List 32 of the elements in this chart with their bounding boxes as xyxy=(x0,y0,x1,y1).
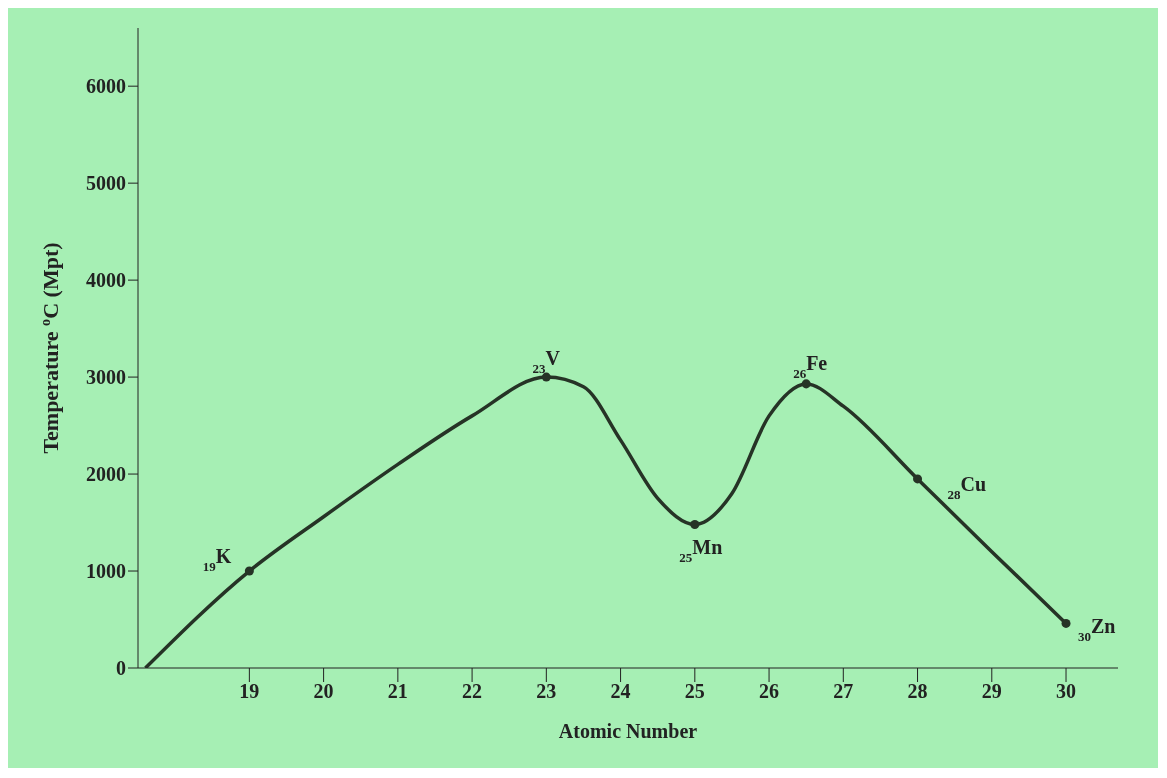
x-tick-label: 21 xyxy=(387,680,408,703)
point xyxy=(1061,618,1071,628)
y-tick-label: 1000 xyxy=(86,560,126,583)
annotation: $_{23}$V xyxy=(532,347,561,376)
x-axis-title: Atomic Number xyxy=(558,720,698,742)
y-tick-label: 3000 xyxy=(86,366,126,389)
y-tick-label: 2000 xyxy=(86,463,126,486)
x-tick-label: 23 xyxy=(536,680,557,703)
y-tick-label: 4000 xyxy=(86,269,126,292)
x-tick-label: 24 xyxy=(610,680,631,703)
point xyxy=(690,519,700,529)
annotation: $_{30}$Zn xyxy=(1078,615,1116,644)
point xyxy=(244,566,254,576)
y-tick-label: 6000 xyxy=(86,75,126,98)
annotation: $_{25}$Mn xyxy=(679,536,723,565)
y-tick-label: 0 xyxy=(116,657,126,680)
point xyxy=(801,379,811,389)
x-tick-label: 20 xyxy=(313,680,334,703)
x-tick-label: 27 xyxy=(833,680,854,703)
x-tick-label: 26 xyxy=(759,680,780,703)
x-tick-label: 25 xyxy=(684,680,705,703)
x-tick-label: 28 xyxy=(907,680,928,703)
annotation: $_{26}$Fe xyxy=(793,351,828,381)
annotation: $_{19}$K xyxy=(202,545,232,574)
x-tick-label: 30 xyxy=(1056,680,1077,703)
point xyxy=(913,474,923,484)
x-tick-label: 22 xyxy=(462,680,483,703)
x-tick-label: 19 xyxy=(239,680,260,703)
y-tick-label: 5000 xyxy=(86,172,126,195)
x-tick-label: 29 xyxy=(981,680,1002,703)
annotation: $_{28}$Cu xyxy=(947,472,987,502)
point xyxy=(541,372,551,382)
